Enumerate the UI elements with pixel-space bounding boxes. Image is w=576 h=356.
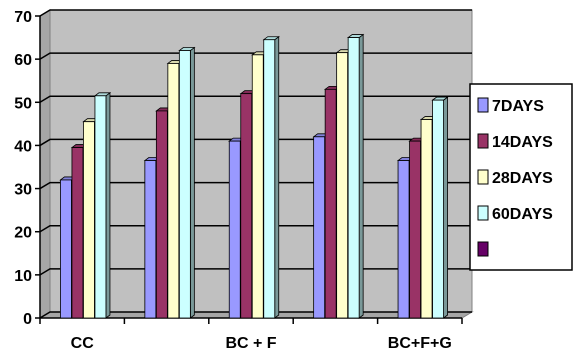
bars <box>59 33 449 319</box>
gridline <box>39 52 472 60</box>
gridline <box>39 9 472 17</box>
legend-label: 28DAYS <box>492 170 553 187</box>
legend-item: 14DAYS <box>477 133 553 151</box>
y-tick-label: 10 <box>14 268 32 285</box>
legend-label: 60DAYS <box>492 206 553 223</box>
legend-swatch <box>477 241 489 257</box>
legend-label: 14DAYS <box>492 134 553 151</box>
category-label: CC <box>71 335 95 352</box>
bar <box>431 96 449 319</box>
x-axis: CC BC + F BC+F+G <box>39 317 463 352</box>
legend-swatch <box>477 205 489 221</box>
legend-label: 7DAYS <box>492 98 544 115</box>
y-tick-label: 40 <box>14 138 32 155</box>
y-tick-label: 50 <box>14 95 32 112</box>
bar <box>262 35 280 319</box>
legend: 7DAYS 14DAYS 28DAYS 60DAYS <box>469 83 573 271</box>
bar <box>93 92 112 319</box>
bar <box>178 46 196 319</box>
legend-item: 7DAYS <box>477 97 544 115</box>
legend-item: 28DAYS <box>477 169 553 187</box>
category-label: BC + F <box>225 335 276 352</box>
legend-item: 60DAYS <box>477 205 553 223</box>
category-label: BC+F+G <box>388 335 452 352</box>
legend-swatch <box>477 169 489 185</box>
y-axis: 0 10 20 30 40 50 60 70 <box>14 9 41 328</box>
legend-item <box>477 241 489 257</box>
legend-swatch <box>477 97 489 113</box>
y-tick-label: 70 <box>14 9 32 26</box>
y-tick-label: 20 <box>14 225 32 242</box>
bar <box>346 33 365 319</box>
y-tick-label: 60 <box>14 52 32 69</box>
y-tick-label: 0 <box>23 311 32 328</box>
legend-swatch <box>477 133 489 149</box>
y-tick-label: 30 <box>14 182 32 199</box>
